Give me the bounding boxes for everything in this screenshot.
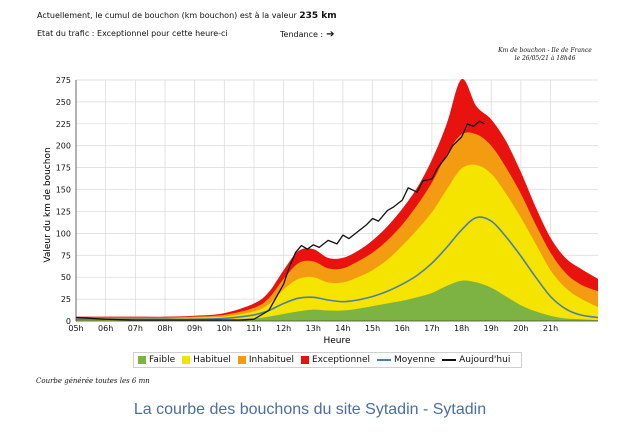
- legend-label-habituel: Habituel: [193, 355, 231, 365]
- legend-item-inhabituel: Inhabituel: [237, 355, 294, 365]
- trend-arrow-icon: ➔: [326, 29, 335, 40]
- legend-label-exceptionnel: Exceptionnel: [311, 355, 371, 365]
- trend-indicator: Tendance : ➔: [280, 29, 335, 40]
- x-tick-label: 12h: [276, 324, 291, 333]
- legend-label-faible: Faible: [149, 355, 176, 365]
- x-tick-label: 21h: [543, 324, 558, 333]
- legend-swatch-aujourdhui: [442, 359, 457, 361]
- series-moyenne-line: [75, 216, 599, 321]
- legend-item-faible: Faible: [138, 355, 175, 365]
- traffic-chart: 0 25 50 75 100 125 150 175 200 225 250 275 05h 06h 07h…: [43, 76, 599, 346]
- y-tick-label: 275: [56, 76, 71, 85]
- x-tick-label: 06h: [98, 324, 113, 333]
- x-tick-label: 17h: [424, 324, 439, 333]
- chart-meta: Km de bouchon - Ile de France le 26/05/2…: [490, 47, 600, 63]
- legend-item-exceptionnel: Exceptionnel: [300, 355, 371, 365]
- legend-label-moyenne: Moyenne: [394, 355, 436, 365]
- footnote: Courbe générée toutes les 6 mn: [36, 377, 150, 385]
- axes: 0 25 50 75 100 125 150 175 200 225 250 275 05h 06h 07h…: [56, 76, 598, 333]
- trend-label: Tendance :: [280, 30, 324, 39]
- y-tick-label: 0: [66, 317, 71, 326]
- y-tick-label: 75: [61, 251, 71, 260]
- legend-item-aujourdhui: Aujourd'hui: [442, 355, 510, 365]
- caption: La courbe des bouchons du site Sytadin -…: [133, 401, 487, 418]
- legend-swatch-inhabituel: [237, 356, 246, 364]
- legend-label-aujourdhui: Aujourd'hui: [459, 355, 511, 365]
- x-tick-label: 13h: [306, 324, 321, 333]
- x-tick-label: 14h: [335, 324, 350, 333]
- y-tick-label: 250: [56, 98, 71, 107]
- y-tick-label: 175: [56, 164, 71, 173]
- y-axis-label: Valeur du km de bouchon: [43, 147, 53, 262]
- x-tick-label: 10h: [217, 324, 232, 333]
- y-tick-label: 200: [56, 142, 71, 151]
- x-tick-label: 09h: [187, 324, 202, 333]
- chart-meta-line1: Km de bouchon - Ile de France: [498, 47, 592, 54]
- status-value: 235 km: [299, 11, 337, 21]
- y-tick-label: 50: [61, 273, 71, 282]
- current-value-status: Actuellement, le cumul de bouchon (km bo…: [37, 11, 337, 21]
- series-lines: [75, 120, 599, 321]
- x-tick-label: 05h: [68, 324, 83, 333]
- chart-meta-line2: le 26/05/21 à 18h46: [514, 55, 576, 62]
- traffic-state: Etat du trafic : Exceptionnel pour cette…: [37, 29, 228, 38]
- x-tick-label: 15h: [365, 324, 380, 333]
- x-tick-label: 16h: [395, 324, 410, 333]
- band-faible: [76, 280, 598, 321]
- legend-label-inhabituel: Inhabituel: [248, 355, 294, 365]
- x-tick-label: 19h: [484, 324, 499, 333]
- bands: [76, 78, 598, 322]
- x-tick-label: 11h: [246, 324, 261, 333]
- y-tick-label: 150: [56, 186, 71, 195]
- y-tick-label: 25: [61, 295, 71, 304]
- chart-legend: Faible Habituel Inhabituel Exceptionnel …: [133, 352, 523, 368]
- legend-item-habituel: Habituel: [182, 355, 231, 365]
- legend-swatch-moyenne: [377, 359, 392, 361]
- x-tick-label: 08h: [157, 324, 172, 333]
- legend-swatch-habituel: [182, 356, 191, 364]
- legend-item-moyenne: Moyenne: [377, 355, 435, 365]
- x-tick-label: 07h: [128, 324, 143, 333]
- y-tick-label: 100: [56, 229, 71, 238]
- y-tick-label: 125: [56, 207, 71, 216]
- status-prefix: Actuellement, le cumul de bouchon (km bo…: [37, 11, 297, 20]
- legend-swatch-faible: [138, 356, 146, 364]
- x-axis-label: Heure: [323, 336, 351, 346]
- series-aujourdhui-line: [75, 120, 485, 321]
- y-tick-label: 225: [56, 120, 71, 129]
- x-tick-label: 20h: [513, 324, 528, 333]
- x-tick-label: 18h: [454, 324, 469, 333]
- legend-swatch-exceptionnel: [300, 356, 309, 364]
